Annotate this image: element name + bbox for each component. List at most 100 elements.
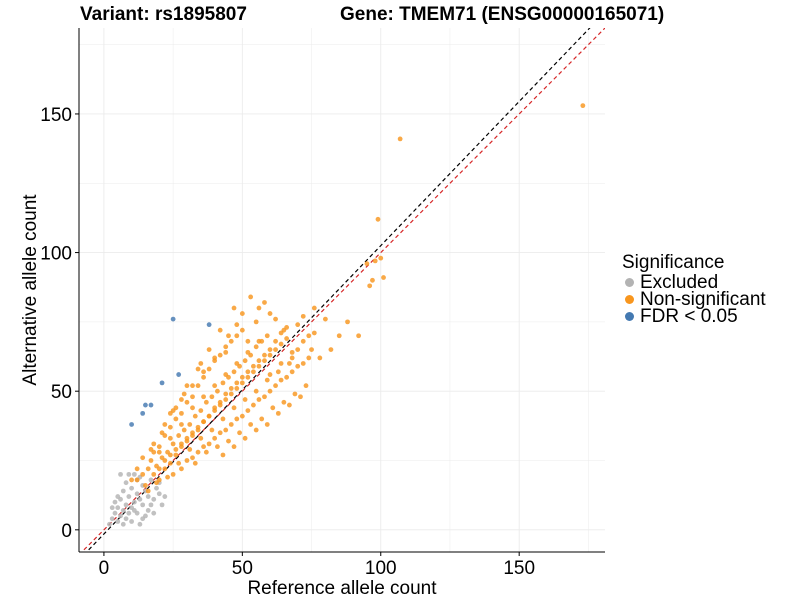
- data-point-non-significant: [245, 408, 251, 414]
- data-point-non-significant: [192, 460, 198, 466]
- data-point-non-significant: [262, 358, 267, 364]
- data-point-non-significant: [372, 258, 378, 264]
- data-point-non-significant: [367, 283, 373, 289]
- data-point-non-significant: [242, 435, 248, 441]
- data-point-non-significant: [190, 430, 195, 436]
- data-point-non-significant: [234, 386, 240, 391]
- data-point-non-significant: [264, 377, 270, 383]
- data-point-non-significant: [159, 430, 165, 436]
- data-point-non-significant: [284, 374, 290, 380]
- data-point-excluded: [140, 502, 146, 508]
- data-point-fdr-0-05: [159, 380, 165, 386]
- data-point-excluded: [120, 508, 126, 513]
- data-point-non-significant: [300, 361, 306, 366]
- data-point-non-significant: [306, 355, 312, 361]
- data-point-non-significant: [356, 333, 362, 339]
- legend-dot-non-significant: [625, 295, 634, 304]
- legend-item-fdr: FDR < 0.05: [622, 307, 766, 326]
- legend-dot-excluded: [625, 278, 634, 287]
- data-point-non-significant: [223, 344, 229, 350]
- data-point-fdr-0-05: [140, 410, 146, 416]
- data-point-non-significant: [190, 394, 195, 400]
- data-point-non-significant: [381, 275, 386, 280]
- data-point-non-significant: [273, 316, 278, 322]
- data-point-fdr-0-05: [170, 316, 176, 322]
- data-point-non-significant: [134, 477, 140, 483]
- data-point-non-significant: [239, 413, 245, 419]
- data-point-non-significant: [143, 483, 148, 488]
- data-point-non-significant: [203, 399, 209, 405]
- data-point-excluded: [162, 494, 168, 499]
- reference-lines: [80, 28, 605, 552]
- data-point-non-significant: [378, 255, 384, 261]
- data-point-non-significant: [256, 305, 262, 311]
- data-point-non-significant: [228, 386, 234, 391]
- data-point-excluded: [118, 471, 123, 477]
- data-point-non-significant: [273, 347, 278, 353]
- data-point-non-significant: [156, 444, 162, 450]
- data-point-non-significant: [397, 136, 403, 142]
- data-point-non-significant: [209, 394, 215, 400]
- data-point-non-significant: [201, 369, 206, 375]
- data-point-non-significant: [245, 369, 251, 375]
- data-point-non-significant: [287, 361, 292, 366]
- data-point-excluded: [134, 491, 140, 497]
- data-point-non-significant: [187, 422, 193, 427]
- data-point-non-significant: [228, 391, 234, 397]
- y-tick-label: 150: [40, 105, 72, 126]
- data-point-excluded: [126, 471, 132, 477]
- data-point-non-significant: [245, 338, 251, 344]
- data-point-excluded: [145, 494, 151, 499]
- data-point-non-significant: [278, 341, 284, 347]
- legend-item-non-significant: Non-significant: [622, 290, 766, 309]
- data-point-non-significant: [226, 438, 231, 444]
- data-point-non-significant: [234, 380, 240, 386]
- data-point-non-significant: [212, 383, 218, 389]
- data-point-excluded: [107, 521, 112, 527]
- data-point-non-significant: [173, 447, 179, 452]
- data-point-non-significant: [212, 408, 218, 414]
- data-point-non-significant: [336, 333, 342, 339]
- y-axis-title: Alternative allele count: [20, 194, 41, 386]
- data-point-excluded: [131, 508, 137, 513]
- data-point-non-significant: [223, 372, 229, 377]
- data-point-excluded: [137, 496, 143, 502]
- data-point-non-significant: [181, 427, 187, 433]
- data-point-non-significant: [129, 477, 135, 483]
- data-point-non-significant: [215, 388, 220, 394]
- data-point-non-significant: [198, 361, 204, 366]
- data-point-non-significant: [245, 374, 251, 380]
- data-point-non-significant: [148, 458, 154, 463]
- data-point-non-significant: [179, 441, 184, 447]
- data-point-non-significant: [170, 408, 176, 414]
- data-point-non-significant: [262, 394, 267, 400]
- data-point-non-significant: [239, 380, 245, 386]
- data-point-excluded: [154, 485, 159, 491]
- data-point-non-significant: [289, 349, 295, 355]
- data-point-non-significant: [195, 383, 201, 389]
- data-point-non-significant: [231, 305, 237, 311]
- data-point-non-significant: [267, 372, 273, 377]
- data-point-non-significant: [281, 399, 287, 405]
- data-point-excluded: [109, 505, 115, 511]
- data-point-non-significant: [209, 427, 215, 433]
- data-point-non-significant: [273, 383, 278, 389]
- reference-line-identity: [80, 28, 605, 552]
- data-point-non-significant: [187, 447, 193, 452]
- data-point-excluded: [112, 510, 118, 516]
- data-point-non-significant: [145, 466, 151, 472]
- data-point-non-significant: [220, 380, 226, 386]
- data-point-fdr-0-05: [143, 402, 148, 408]
- data-point-non-significant: [167, 460, 173, 466]
- data-point-non-significant: [273, 338, 278, 344]
- data-point-non-significant: [134, 466, 140, 472]
- data-point-non-significant: [253, 427, 259, 433]
- data-point-non-significant: [287, 402, 292, 408]
- data-point-non-significant: [231, 405, 237, 411]
- data-point-non-significant: [201, 419, 206, 425]
- data-point-non-significant: [237, 430, 242, 436]
- y-tick-label: 0: [61, 521, 72, 542]
- data-point-non-significant: [190, 383, 195, 389]
- data-point-excluded: [159, 502, 165, 508]
